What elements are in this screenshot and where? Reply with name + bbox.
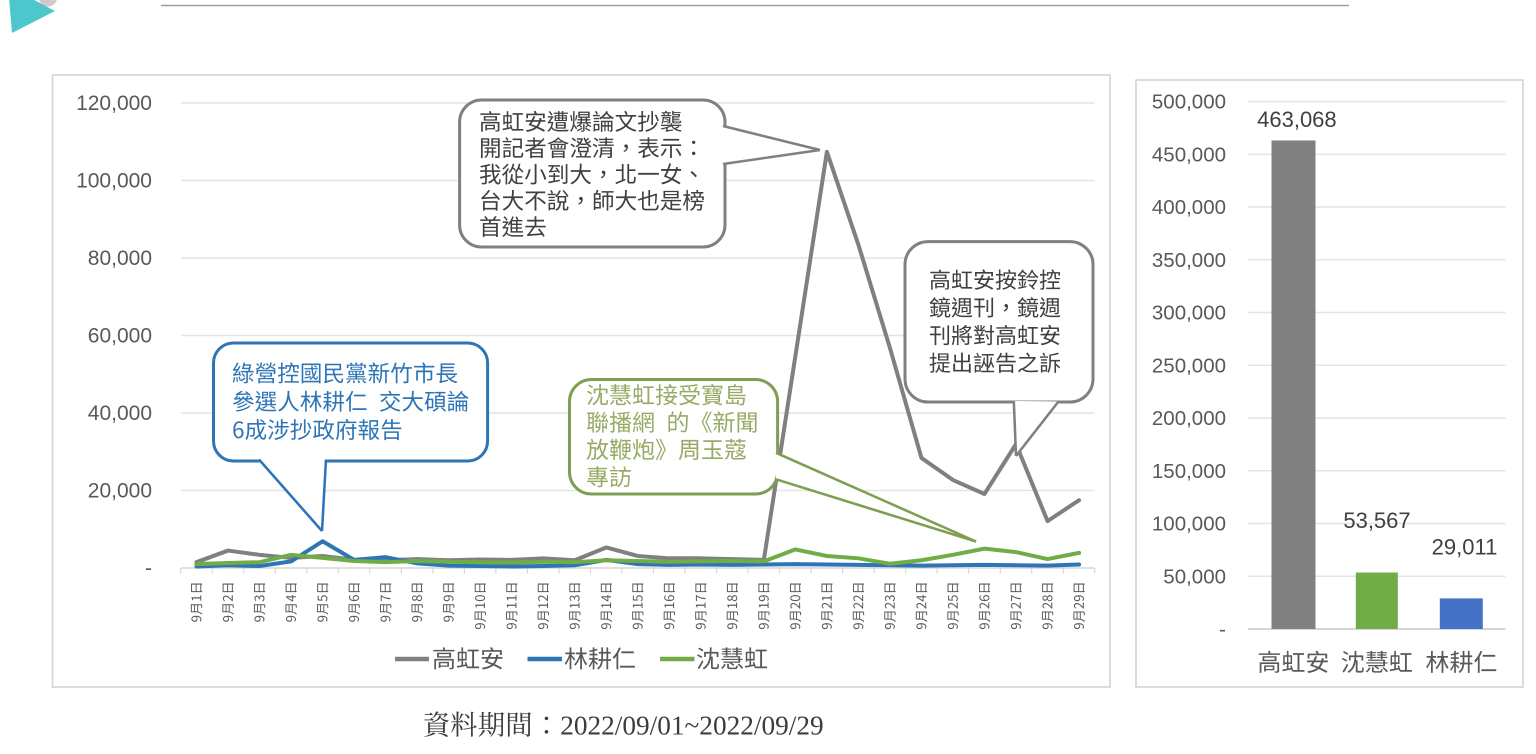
svg-text:50,000: 50,000 xyxy=(1163,565,1226,588)
svg-text:-: - xyxy=(1219,618,1226,641)
svg-text:120,000: 120,000 xyxy=(76,92,152,115)
svg-text:-: - xyxy=(145,557,152,580)
svg-text:300,000: 300,000 xyxy=(1152,302,1226,325)
svg-text:100,000: 100,000 xyxy=(76,170,152,193)
svg-text:2022/09/01~2022/09/29: 2022/09/01~2022/09/29 xyxy=(560,711,823,741)
svg-text:60,000: 60,000 xyxy=(88,325,152,348)
svg-text:20,000: 20,000 xyxy=(88,480,152,503)
svg-text:400,000: 400,000 xyxy=(1152,196,1226,219)
svg-text:200,000: 200,000 xyxy=(1152,407,1226,430)
svg-text:250,000: 250,000 xyxy=(1152,354,1226,377)
svg-text:29,011: 29,011 xyxy=(1432,535,1498,560)
svg-text:53,567: 53,567 xyxy=(1343,508,1410,533)
svg-text:80,000: 80,000 xyxy=(88,247,152,270)
svg-text:150,000: 150,000 xyxy=(1152,460,1226,483)
svg-text:500,000: 500,000 xyxy=(1152,91,1226,114)
svg-text:463,068: 463,068 xyxy=(1257,107,1337,132)
svg-text:100,000: 100,000 xyxy=(1152,513,1226,536)
svg-text:350,000: 350,000 xyxy=(1152,249,1226,272)
svg-text:40,000: 40,000 xyxy=(88,402,152,425)
svg-text:450,000: 450,000 xyxy=(1152,143,1226,166)
